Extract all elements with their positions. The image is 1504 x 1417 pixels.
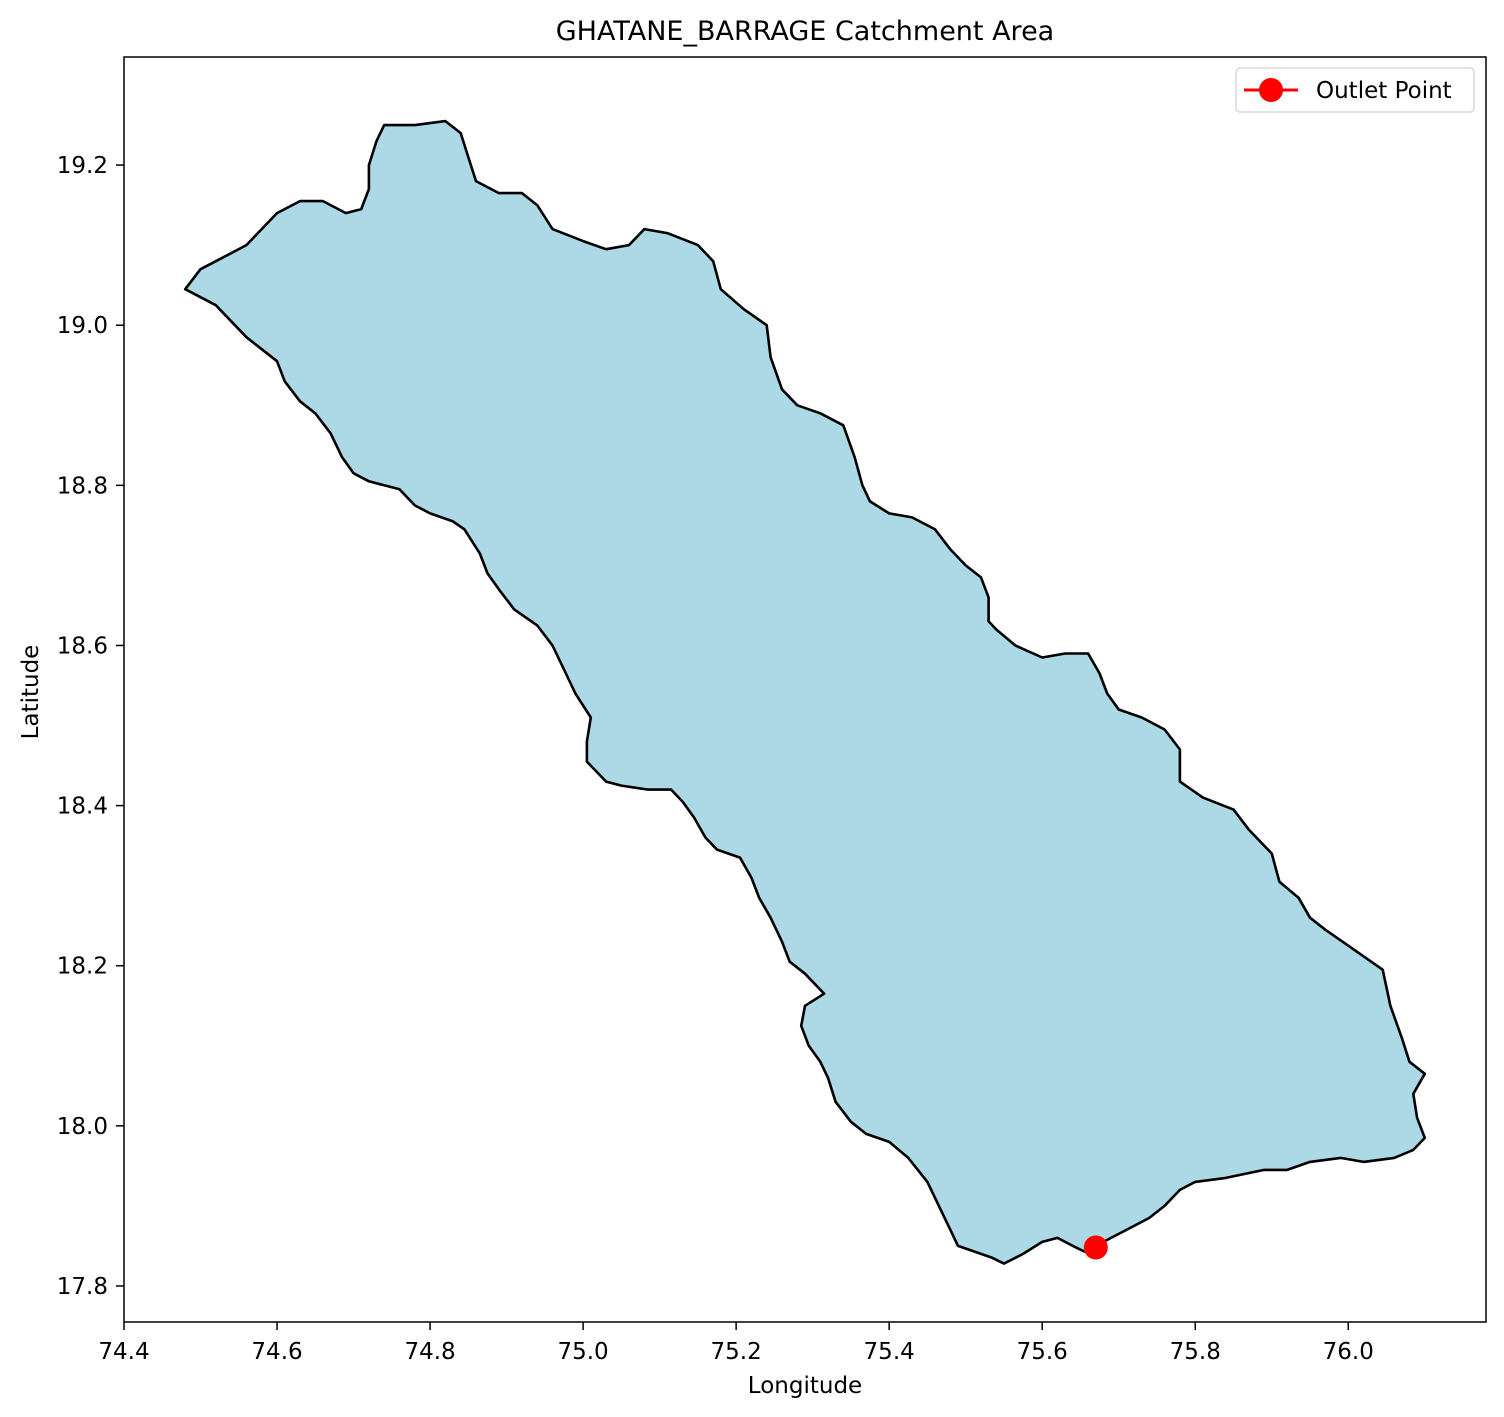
x-tick-label: 75.4 <box>864 1339 915 1365</box>
plot-frame <box>123 56 1487 1323</box>
x-axis-ticks: 74.4 74.6 74.8 75.0 75.2 75.4 75.6 75.8 76.0 <box>98 1322 1374 1365</box>
y-axis-label: Latitude <box>18 645 44 740</box>
y-tick-label: 18.0 <box>57 1114 108 1140</box>
y-tick-label: 19.2 <box>57 153 108 179</box>
x-tick-label: 75.8 <box>1170 1339 1221 1365</box>
outlet-point-marker <box>1083 1235 1108 1260</box>
x-tick-label: 74.8 <box>404 1339 455 1365</box>
x-tick-label: 74.6 <box>251 1339 302 1365</box>
x-tick-label: 76.0 <box>1323 1339 1374 1365</box>
legend-label: Outlet Point <box>1316 78 1452 104</box>
y-tick-label: 19.0 <box>57 313 108 339</box>
x-tick-label: 75.2 <box>711 1339 762 1365</box>
catchment-polygon <box>183 119 1427 1265</box>
legend-marker <box>1259 78 1283 102</box>
x-axis-label: Longitude <box>748 1373 862 1399</box>
y-tick-label: 18.6 <box>57 633 108 659</box>
y-tick-label: 18.8 <box>57 473 108 499</box>
y-tick-label: 17.8 <box>57 1274 108 1300</box>
y-tick-label: 18.4 <box>57 794 108 820</box>
y-tick-label: 18.2 <box>57 954 108 980</box>
x-tick-label: 75.0 <box>557 1339 608 1365</box>
x-tick-label: 74.4 <box>98 1339 149 1365</box>
chart-title: GHATANE_BARRAGE Catchment Area <box>556 16 1054 47</box>
legend: Outlet Point <box>1235 67 1475 113</box>
y-axis-ticks: 17.8 18.0 18.2 18.4 18.6 18.8 19.0 19.2 <box>57 153 124 1300</box>
legend-box <box>1235 67 1475 113</box>
x-tick-label: 75.6 <box>1017 1339 1068 1365</box>
